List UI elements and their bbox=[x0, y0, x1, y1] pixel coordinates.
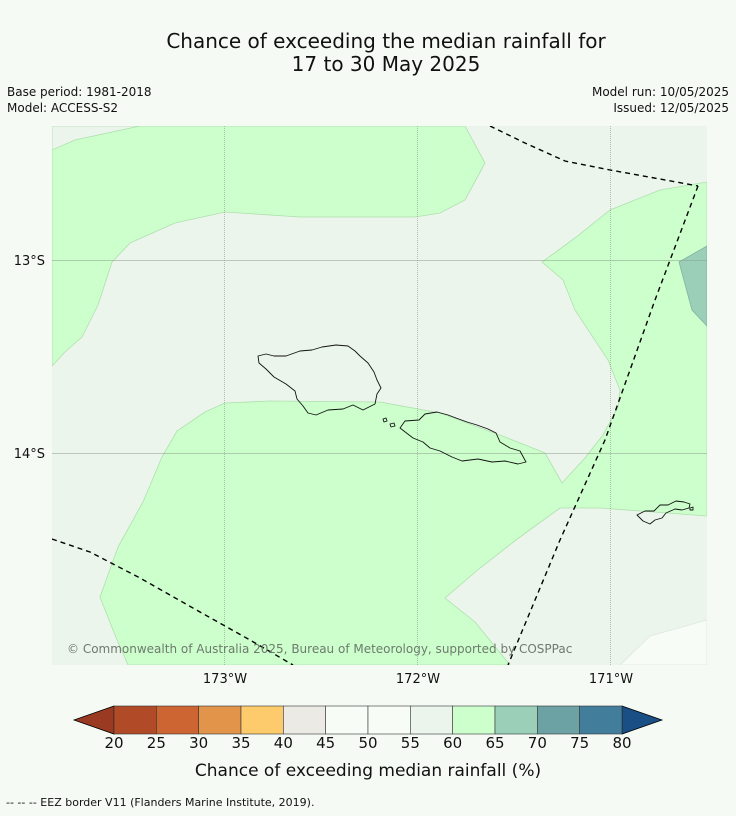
meta-left: Base period: 1981-2018 Model: ACCESS-S2 bbox=[7, 84, 152, 116]
axis-labels: 13°S 14°S 173°W 172°W 171°W bbox=[14, 254, 634, 687]
title-line-2: 17 to 30 May 2025 bbox=[291, 52, 481, 76]
colorbar-tick-label: 50 bbox=[358, 734, 377, 752]
colorbar-segment bbox=[113, 705, 157, 735]
colorbar-segment bbox=[537, 705, 580, 735]
colorbar-over-arrow bbox=[621, 705, 664, 735]
eez-legend-note: -- -- -- EEZ border V11 (Flanders Marine… bbox=[6, 796, 315, 809]
colorbar-tick-label: 20 bbox=[104, 734, 123, 752]
issued-date: Issued: 12/05/2025 bbox=[613, 101, 729, 115]
lon-label-173w: 173°W bbox=[203, 672, 247, 687]
eez-borders bbox=[52, 126, 699, 665]
colorbar-segment bbox=[367, 705, 411, 735]
colorbar-segment bbox=[198, 705, 242, 735]
island-manono bbox=[382, 417, 388, 423]
colorbar-tick-label: 55 bbox=[401, 734, 420, 752]
base-period: Base period: 1981-2018 bbox=[7, 85, 152, 99]
lon-label-172w: 172°W bbox=[396, 672, 440, 687]
region-50-55-southeast bbox=[619, 619, 707, 665]
island-apolima bbox=[389, 422, 396, 428]
region-65-70-east bbox=[678, 245, 707, 327]
colorbar-tick-label: 30 bbox=[189, 734, 208, 752]
colorbar-segment bbox=[325, 705, 369, 735]
colorbar-tick-label: 75 bbox=[570, 734, 589, 752]
model-name: Model: ACCESS-S2 bbox=[7, 101, 119, 115]
copyright-text: © Commonwealth of Australia 2025, Bureau… bbox=[67, 642, 572, 656]
colorbar-segment bbox=[452, 705, 496, 735]
colorbar: 20 25 30 35 40 45 50 55 60 65 70 75 80 bbox=[72, 705, 664, 752]
eez-border-east bbox=[507, 185, 699, 665]
colorbar-tick-label: 80 bbox=[612, 734, 631, 752]
island-savaii bbox=[257, 344, 382, 416]
colorbar-segment bbox=[410, 705, 453, 735]
map-area: © Commonwealth of Australia 2025, Bureau… bbox=[52, 126, 707, 665]
title-line-1: Chance of exceeding the median rainfall … bbox=[166, 29, 606, 53]
colorbar-segment bbox=[156, 705, 199, 735]
coastlines bbox=[257, 344, 694, 525]
colorbar-under-arrow bbox=[72, 705, 115, 735]
colorbar-tick-label: 40 bbox=[274, 734, 293, 752]
region-60-65-northwest bbox=[52, 126, 486, 367]
meta-right: Model run: 10/05/2025 Issued: 12/05/2025 bbox=[592, 84, 729, 116]
lon-label-171w: 171°W bbox=[589, 672, 633, 687]
colorbar-segment bbox=[283, 705, 326, 735]
colorbar-tick-label: 45 bbox=[316, 734, 335, 752]
island-tutuila bbox=[636, 500, 691, 525]
colorbar-segment bbox=[240, 705, 284, 735]
colorbar-tick-label: 65 bbox=[485, 734, 504, 752]
colorbar-segment bbox=[579, 705, 623, 735]
colorbar-tick-label: 60 bbox=[443, 734, 462, 752]
lat-label-13s: 13°S bbox=[14, 254, 45, 269]
lat-label-14s: 14°S bbox=[14, 447, 45, 462]
colorbar-tick-label: 70 bbox=[528, 734, 547, 752]
colorbar-tick-label: 35 bbox=[231, 734, 250, 752]
chart-title: Chance of exceeding the median rainfall … bbox=[0, 30, 736, 76]
colorbar-tick-label: 25 bbox=[147, 734, 166, 752]
gridlines bbox=[52, 126, 707, 665]
colorbar-label: Chance of exceeding median rainfall (%) bbox=[194, 761, 542, 781]
model-run: Model run: 10/05/2025 bbox=[591, 85, 729, 99]
island-aunuu bbox=[689, 506, 694, 511]
island-upolu bbox=[399, 411, 527, 465]
colorbar-segment bbox=[494, 705, 538, 735]
